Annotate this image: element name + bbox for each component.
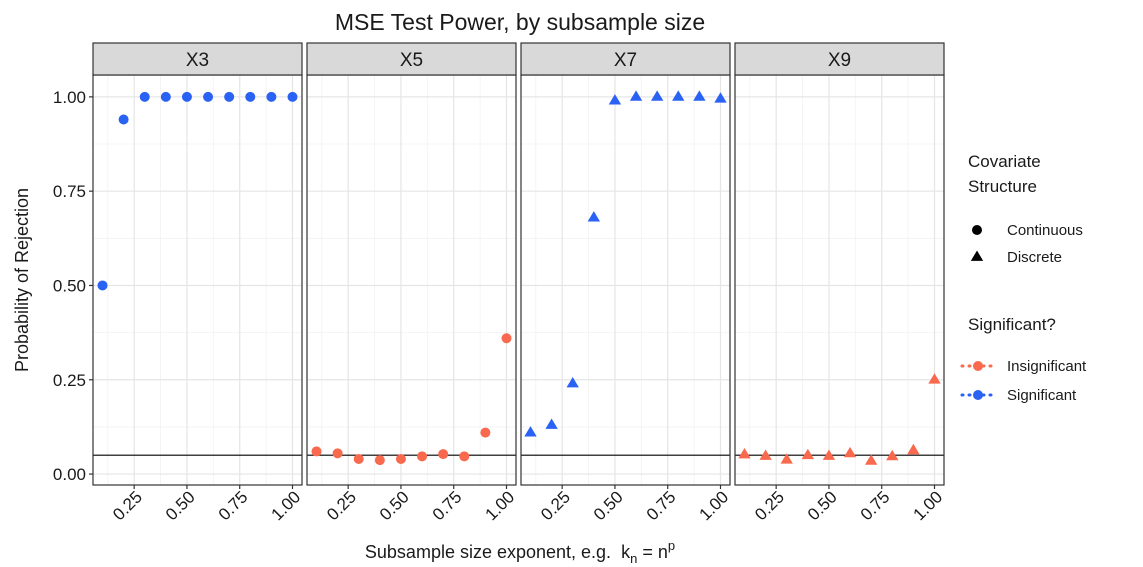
data-point xyxy=(650,90,664,101)
data-point xyxy=(332,448,343,459)
y-axis-label: Probability of Rejection xyxy=(12,188,32,372)
strip xyxy=(734,42,945,76)
data-point xyxy=(203,91,214,102)
x-tick-label: 0.75 xyxy=(857,487,894,524)
data-point xyxy=(864,454,878,465)
legend-title: Structure xyxy=(968,177,1037,196)
data-point xyxy=(353,453,364,464)
data-point xyxy=(629,90,643,101)
data-point xyxy=(438,449,449,460)
x-tick-label: 0.25 xyxy=(751,487,788,524)
x-tick-label: 1.00 xyxy=(481,487,518,524)
x-tick-label: 0.25 xyxy=(109,487,146,524)
panel-background xyxy=(735,75,944,485)
data-point xyxy=(459,451,470,462)
data-point xyxy=(907,443,920,455)
data-point xyxy=(738,447,751,459)
data-point xyxy=(395,453,406,464)
data-point xyxy=(801,448,815,460)
strip xyxy=(92,42,303,76)
y-tick-label: 0.50 xyxy=(53,276,86,295)
panel-background xyxy=(93,75,302,485)
data-point xyxy=(928,373,941,384)
strip xyxy=(306,42,517,76)
x-tick-label: 0.50 xyxy=(162,487,199,524)
x-tick-label: 0.75 xyxy=(429,487,466,524)
y-tick-label: 0.00 xyxy=(53,465,86,484)
data-point xyxy=(139,91,150,102)
panel-background xyxy=(521,75,730,485)
strip-label: X9 xyxy=(828,50,851,71)
data-point xyxy=(843,446,857,458)
x-tick-label: 0.75 xyxy=(215,487,252,524)
x-label-part: Subsample size exponent, e.g. k xyxy=(365,542,631,562)
x-tick-label: 1.00 xyxy=(267,487,304,524)
x-tick-label: 0.75 xyxy=(643,487,680,524)
data-point xyxy=(311,446,322,457)
x-label-sub: n xyxy=(630,551,637,566)
data-point xyxy=(714,92,727,103)
x-tick-label: 1.00 xyxy=(695,487,732,524)
x-tick-label: 0.25 xyxy=(323,487,360,524)
legend-symbol xyxy=(973,361,983,371)
data-point xyxy=(759,449,772,460)
data-point xyxy=(118,114,129,125)
x-label-part: = n xyxy=(637,542,668,562)
panel-background xyxy=(307,75,516,485)
legend-label: Significant xyxy=(1007,387,1077,404)
data-point xyxy=(374,455,385,466)
x-tick-label: 0.25 xyxy=(537,487,574,524)
legend-label: Insignificant xyxy=(1007,358,1087,375)
x-tick-label: 0.50 xyxy=(590,487,627,524)
y-tick-label: 0.25 xyxy=(53,371,86,390)
strip-label: X7 xyxy=(614,50,637,71)
legend-title: Significant? xyxy=(968,315,1056,334)
x-axis-label: Subsample size exponent, e.g. kn = np xyxy=(365,538,675,566)
legend-symbol xyxy=(972,225,982,235)
data-point xyxy=(780,453,793,464)
data-point xyxy=(545,418,558,429)
data-point xyxy=(224,91,235,102)
y-tick-label: 1.00 xyxy=(53,88,86,107)
data-point xyxy=(181,91,192,102)
legend-label: Discrete xyxy=(1007,249,1062,266)
data-point xyxy=(822,449,836,460)
data-point xyxy=(524,426,537,437)
data-point xyxy=(245,91,256,102)
data-point xyxy=(587,211,601,222)
data-point xyxy=(160,91,171,102)
data-point xyxy=(266,91,277,102)
x-label-sup: p xyxy=(668,538,675,553)
x-tick-label: 0.50 xyxy=(804,487,841,524)
data-point xyxy=(886,449,899,461)
strip-label: X5 xyxy=(400,50,423,71)
data-point xyxy=(566,377,579,388)
legend-title: Covariate xyxy=(968,152,1041,171)
data-point xyxy=(480,427,491,438)
x-tick-label: 1.00 xyxy=(909,487,946,524)
strip-label: X3 xyxy=(186,50,209,71)
data-point xyxy=(287,91,298,102)
legend-symbol xyxy=(970,250,984,261)
legend-label: Continuous xyxy=(1007,222,1083,239)
data-point xyxy=(501,333,512,344)
data-point xyxy=(417,451,428,462)
data-point xyxy=(693,90,706,101)
legend-symbol xyxy=(973,390,983,400)
data-point xyxy=(608,94,622,105)
strip xyxy=(520,42,731,76)
x-tick-label: 0.50 xyxy=(376,487,413,524)
chart-title: MSE Test Power, by subsample size xyxy=(335,9,705,35)
data-point xyxy=(97,280,108,291)
y-tick-label: 0.75 xyxy=(53,182,86,201)
data-point xyxy=(672,90,685,101)
